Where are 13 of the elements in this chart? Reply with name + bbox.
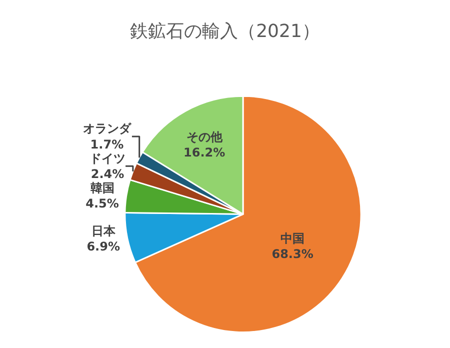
data-label: 4.5% <box>86 196 119 211</box>
slice-label: 韓国 <box>90 180 114 195</box>
slice-label: その他 <box>186 130 224 144</box>
data-label: 6.9% <box>86 240 120 254</box>
slice-label: ドイツ <box>90 151 126 166</box>
slice-label: オランダ <box>82 122 132 136</box>
data-label: 2.4% <box>90 166 124 181</box>
slice-label: 中国 <box>280 231 305 246</box>
data-label: 68.3% <box>272 247 314 262</box>
chart-title: 鉄鉱石の輸入（2021） <box>130 20 320 42</box>
data-label: 1.7% <box>90 137 124 152</box>
slice-label: 日本 <box>91 224 116 238</box>
data-label: 16.2% <box>183 146 226 160</box>
